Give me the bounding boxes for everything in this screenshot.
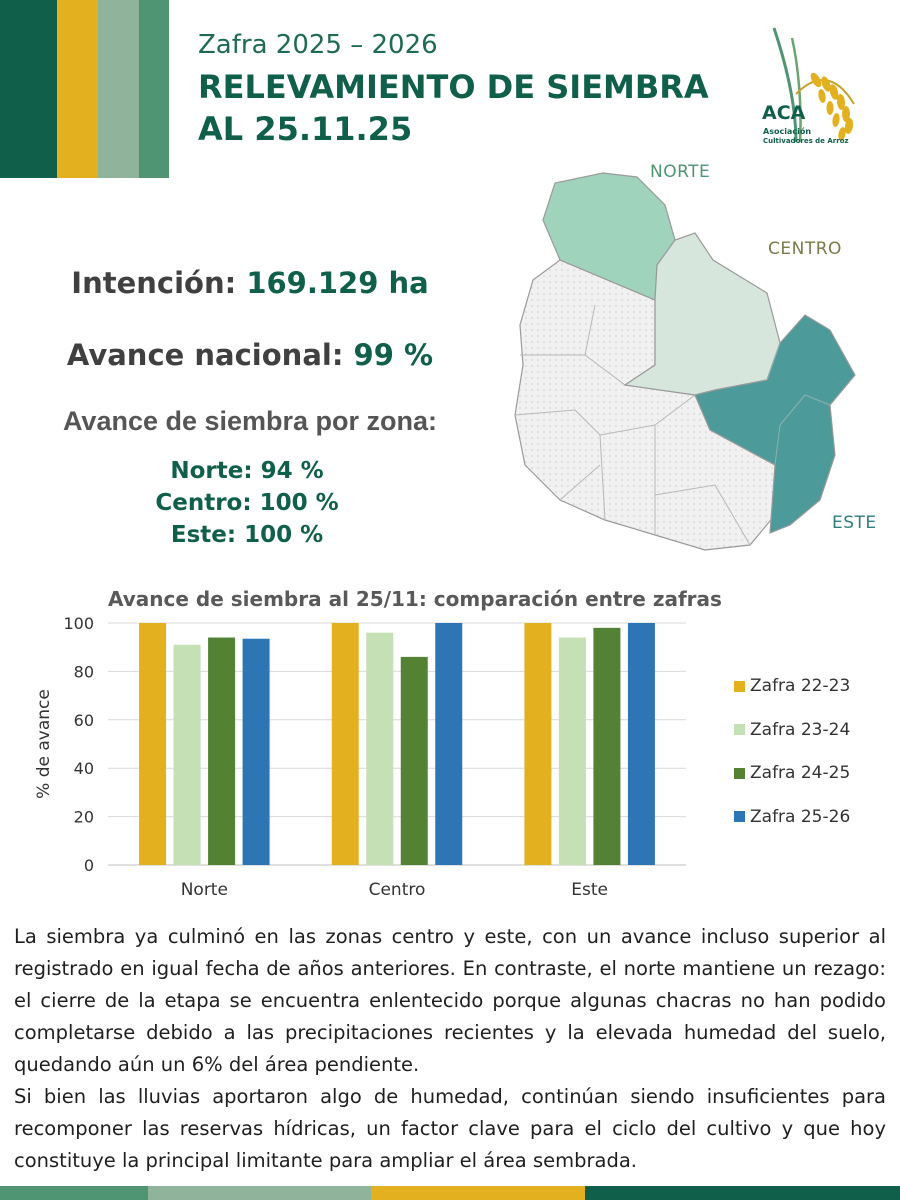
uruguay-zone-map: [514, 172, 856, 551]
zona-este: Este: 100 %: [0, 522, 494, 548]
logo-line-1: Asociación: [763, 127, 812, 136]
header-subtitle: Zafra 2025 – 2026: [198, 30, 438, 60]
header-stripe-2: [57, 0, 98, 178]
avance-nacional-kpi: Avance nacional: 99 %: [0, 338, 500, 372]
logo-line-2: Cultivadores de Arroz: [763, 137, 849, 145]
body-paragraph-2: Si bien las lluvias aportaron algo de hu…: [14, 1085, 886, 1172]
x-tick-label: Norte: [181, 880, 228, 900]
y-tick-label: 100: [63, 614, 94, 633]
legend-item: Zafra 23-24: [734, 720, 850, 740]
legend-item: Zafra 24-25: [734, 763, 850, 783]
intencion-value: 169.129 ha: [246, 266, 429, 300]
page-title-line-2: AL 25.11.25: [198, 110, 413, 148]
y-axis-label: % de avance: [34, 689, 54, 799]
legend-label: Zafra 25-26: [750, 806, 851, 827]
zona-este-value: 100 %: [244, 522, 324, 548]
bar: [139, 623, 167, 865]
legend-label: Zafra 24-25: [750, 763, 851, 783]
bar: [208, 637, 236, 865]
body-paragraph-1: La siembra ya culminó en las zonas centr…: [14, 925, 886, 1076]
legend-swatch: [734, 680, 745, 692]
bar: [173, 644, 201, 865]
legend-item: Zafra 25-26: [734, 807, 850, 827]
y-tick-label: 0: [84, 856, 94, 875]
zona-norte-label: Norte:: [170, 458, 253, 484]
bar: [331, 623, 359, 865]
map-region-este: [694, 314, 856, 534]
chart-title: Avance de siembra al 25/11: comparación …: [108, 587, 722, 611]
legend-swatch: [734, 811, 745, 822]
legend-label: Zafra 22-23: [750, 676, 851, 696]
zona-este-label: Este:: [170, 522, 237, 548]
aca-logo: ACA Asociación Cultivadores de Arroz: [756, 24, 866, 154]
avance-nacional-value: 99 %: [353, 338, 434, 372]
intencion-kpi: Intención: 169.129 ha: [0, 266, 500, 300]
y-tick-label: 40: [74, 759, 94, 778]
zona-centro: Centro: 100 %: [0, 490, 494, 516]
page-title-line-1: RELEVAMIENTO DE SIEMBRA: [198, 68, 709, 106]
page-title: RELEVAMIENTO DE SIEMBRA AL 25.11.25: [198, 66, 709, 150]
zona-norte: Norte: 94 %: [0, 458, 494, 484]
footer-bar-4: [585, 1186, 900, 1200]
map-label-este: ESTE: [832, 513, 877, 533]
bar: [627, 623, 655, 865]
bar: [242, 638, 270, 865]
x-tick-label: Este: [571, 880, 608, 900]
map-label-centro: CENTRO: [768, 239, 842, 259]
bar: [366, 632, 394, 865]
y-tick-label: 80: [74, 662, 94, 681]
y-tick-label: 20: [74, 808, 94, 827]
header-stripe-1: [0, 0, 57, 178]
bar: [558, 637, 586, 865]
footer-bar-2: [148, 1186, 371, 1200]
x-tick-label: Centro: [369, 880, 426, 900]
bar-chart: 0 20 40 60 80 100 % de avance Norte Centro Este: [34, 614, 686, 900]
footer-bar-1: [0, 1186, 148, 1200]
map-label-norte: NORTE: [650, 162, 711, 182]
bar: [524, 623, 552, 865]
header-stripe-4: [139, 0, 169, 178]
zona-norte-value: 94 %: [260, 458, 324, 484]
y-tick-label: 60: [74, 711, 94, 730]
bar: [400, 656, 428, 865]
zona-centro-label: Centro:: [155, 490, 252, 516]
intencion-label: Intención:: [71, 266, 237, 300]
zona-heading: Avance de siembra por zona:: [62, 406, 438, 436]
rice-plant-icon: [772, 27, 855, 143]
legend-label: Zafra 23-24: [750, 719, 851, 740]
footer-bar-3: [371, 1186, 585, 1200]
bar: [435, 623, 463, 865]
logo-short: ACA: [762, 102, 806, 124]
bar: [593, 627, 621, 865]
zona-centro-value: 100 %: [259, 490, 339, 516]
legend-swatch: [734, 767, 745, 779]
header-stripe-3: [98, 0, 139, 178]
legend-swatch: [734, 724, 745, 735]
avance-nacional-label: Avance nacional:: [66, 338, 344, 372]
legend-item: Zafra 22-23: [734, 676, 850, 696]
